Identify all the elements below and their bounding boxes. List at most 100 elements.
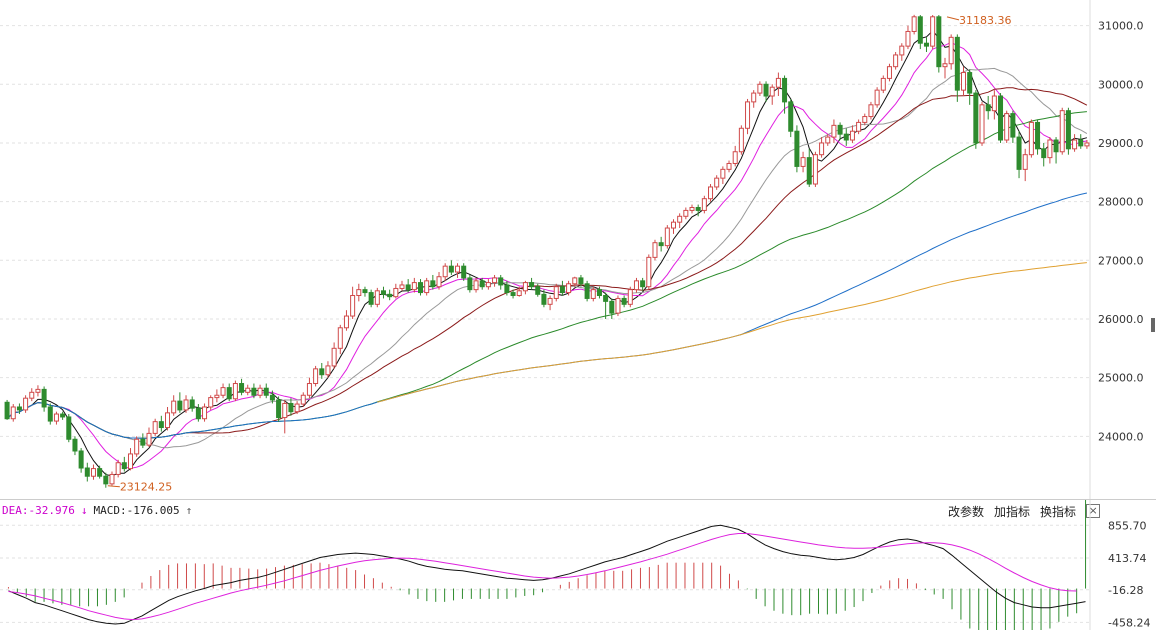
candle-body: [738, 127, 744, 153]
ma-line: [6, 192, 1088, 439]
candle-body: [226, 387, 232, 400]
edit-params-button[interactable]: 改参数: [948, 504, 985, 519]
candle-body: [788, 101, 794, 132]
arrow-down-icon: ↓: [80, 504, 88, 517]
macd-chart[interactable]: 855.70 413.74 -16.28 -458.24: [0, 500, 1156, 630]
candle-body: [782, 77, 788, 103]
candle-body: [140, 438, 146, 446]
candle-body: [689, 206, 695, 211]
candle-body: [633, 280, 639, 291]
candle-body: [886, 66, 892, 79]
y-tick-label: 30000.0: [1098, 78, 1144, 91]
candle-body: [745, 101, 751, 129]
candle-body: [165, 412, 171, 429]
candle-body: [991, 95, 997, 112]
candle-body: [566, 283, 572, 294]
candle-body: [621, 297, 627, 305]
candle-body: [603, 295, 609, 302]
close-icon[interactable]: ×: [1086, 504, 1101, 518]
macd-label: MACD:-176.005: [93, 504, 180, 517]
annotation-label: 31183.36: [959, 14, 1012, 27]
y-tick-label: -16.28: [1108, 584, 1143, 597]
candle-body: [998, 95, 1004, 141]
candlestick-chart[interactable]: 31183.36 23124.25 24000.0 25000.0 26000.0 27…: [0, 0, 1156, 500]
candle-body: [177, 400, 183, 411]
candle-body: [837, 124, 843, 135]
price-annotations: 31183.36 23124.25: [107, 14, 1012, 494]
candles: [4, 14, 1090, 488]
add-indicator-button[interactable]: 加指标: [994, 504, 1031, 519]
candle-body: [936, 16, 942, 68]
candle-body: [985, 104, 991, 112]
macd-grid: [0, 500, 1091, 630]
candle-body: [78, 450, 84, 469]
candle-body: [1084, 142, 1090, 147]
candle-body: [1072, 139, 1078, 150]
candle-body: [189, 399, 195, 409]
annotation-arrow: [107, 485, 120, 488]
candle-body: [498, 277, 504, 286]
candle-body: [652, 242, 658, 258]
candle-body: [856, 121, 862, 132]
candle-body: [584, 283, 590, 299]
candle-body: [220, 387, 226, 396]
candle-body: [343, 315, 349, 329]
candle-body: [1022, 154, 1028, 170]
candle-body: [769, 86, 775, 97]
candle-body: [615, 297, 621, 314]
candle-body: [232, 383, 238, 400]
candle-body: [930, 16, 936, 47]
candle-body: [819, 142, 825, 156]
candle-body: [708, 186, 714, 200]
candle-body: [424, 280, 430, 294]
candle-body: [269, 394, 275, 401]
macd-histogram: [7, 500, 1087, 630]
candle-body: [553, 286, 559, 299]
candle-body: [701, 198, 707, 211]
candle-body: [245, 387, 251, 393]
candle-body: [171, 400, 177, 414]
candle-body: [825, 136, 831, 144]
candle-body: [103, 475, 109, 485]
candle-body: [1059, 110, 1065, 153]
y-tick-label: 28000.0: [1098, 196, 1144, 209]
y-tick-label: 855.70: [1108, 519, 1147, 532]
macd-legend: DEA:-32.976 ↓ MACD:-176.005 ↑: [2, 504, 192, 517]
macd-lines: [8, 524, 1086, 625]
candle-body: [214, 394, 220, 399]
candle-body: [893, 54, 899, 68]
y-tick-label: 27000.0: [1098, 254, 1144, 267]
candle-body: [53, 413, 59, 422]
candle-body: [1078, 139, 1084, 147]
candle-body: [541, 293, 547, 305]
candle-body: [467, 277, 473, 291]
candle-body: [325, 365, 331, 376]
candle-body: [72, 438, 78, 452]
candle-body: [29, 391, 35, 399]
candle-body: [66, 416, 72, 440]
candle-body: [306, 383, 312, 396]
candle-body: [362, 289, 368, 294]
candle-body: [868, 104, 874, 118]
candle-body: [461, 265, 467, 279]
candle-body: [609, 300, 615, 314]
switch-indicator-button[interactable]: 换指标: [1040, 504, 1077, 519]
scroll-handle[interactable]: [1151, 318, 1155, 332]
ma-line: [6, 87, 1088, 439]
candle-body: [775, 77, 781, 88]
candle-body: [899, 45, 905, 56]
candle-body: [714, 177, 720, 188]
candle-body: [794, 130, 800, 167]
candle-body: [843, 133, 849, 141]
candle-body: [288, 402, 294, 413]
y-tick-label: 31000.0: [1098, 20, 1144, 33]
candle-body: [1065, 110, 1071, 150]
candle-body: [152, 421, 158, 434]
candle-body: [522, 282, 528, 292]
candle-body: [263, 387, 269, 396]
candle-body: [547, 297, 553, 305]
candle-body: [800, 157, 806, 167]
candle-body: [831, 124, 837, 138]
candle-body: [158, 421, 164, 429]
candle-body: [134, 438, 140, 455]
